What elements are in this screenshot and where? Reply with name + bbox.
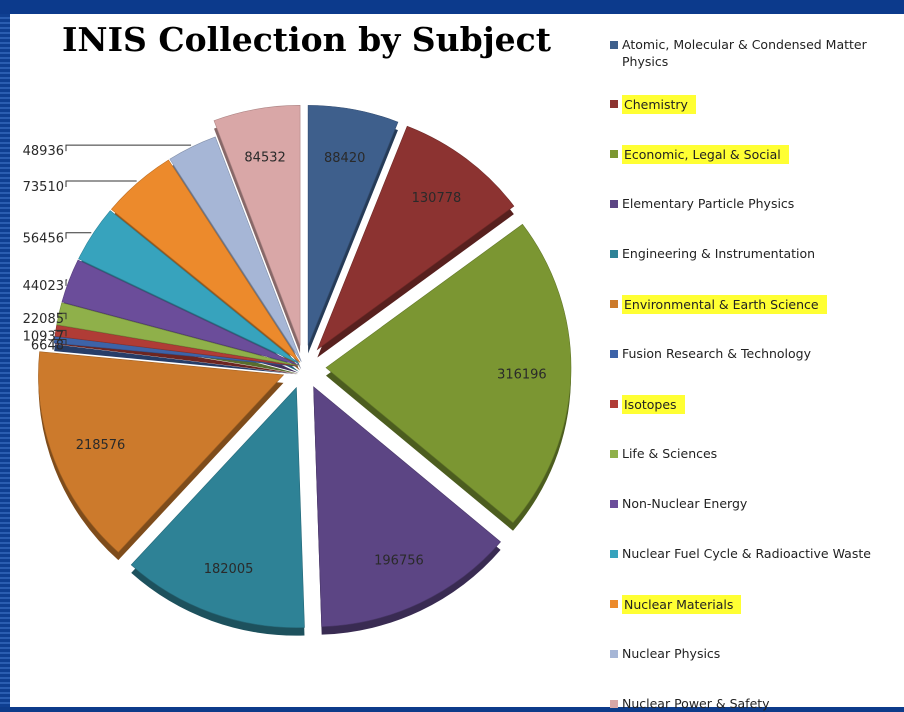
leader-line-life-sciences	[57, 312, 67, 320]
legend-label: Fusion Research & Technology	[622, 346, 812, 361]
chart-title: INIS Collection by Subject	[62, 20, 551, 59]
legend-swatch	[610, 700, 618, 708]
legend-item-environmental-earth-science: Environmental & Earth Science	[610, 295, 827, 314]
chart-panel: INIS Collection by Subject 88420 130778 31…	[10, 14, 904, 711]
leader-line-nuclear-materials	[65, 180, 137, 187]
legend-label: Nuclear Fuel Cycle & Radioactive Waste	[622, 546, 871, 561]
legend-swatch	[610, 100, 618, 108]
legend-item-isotopes: Isotopes	[610, 395, 685, 414]
legend-item-nuclear-fuel-cycle-radioactive-waste: Nuclear Fuel Cycle & Radioactive Waste	[610, 545, 887, 562]
data-label-isotopes: 10937	[23, 329, 64, 344]
data-label-non-nuclear-energy: 44023	[23, 279, 64, 294]
legend-label: Engineering & Instrumentation	[622, 246, 816, 261]
pie-slice-elementary-particle-physics	[313, 386, 502, 627]
data-label-life-sciences: 22085	[23, 312, 64, 327]
legend-swatch	[610, 600, 618, 608]
legend-item-nuclear-materials: Nuclear Materials	[610, 595, 742, 614]
pie-slice-atomic-molecular-condensed-matter-physics	[307, 105, 399, 346]
legend-item-non-nuclear-energy: Non-Nuclear Energy	[610, 495, 887, 512]
legend-label: Nuclear Physics	[622, 646, 721, 661]
legend-item-fusion-research-technology: Fusion Research & Technology	[610, 345, 887, 362]
leader-line-non-nuclear-energy	[65, 279, 68, 286]
data-label-engineering-instrumentation: 182005	[204, 562, 254, 577]
data-label-nuclear-materials: 73510	[23, 180, 64, 195]
data-label-nuclear-power-safety: 84532	[244, 150, 285, 165]
legend-swatch	[610, 300, 618, 308]
legend-item-economic-legal-social: Economic, Legal & Social	[610, 145, 789, 164]
top-banner	[0, 0, 904, 14]
pie-slice-environmental-earth-science	[38, 351, 285, 553]
data-label-fusion-research-technology: 6648	[31, 339, 64, 354]
data-label-economic-legal-social: 316196	[497, 368, 547, 383]
legend-item-elementary-particle-physics: Elementary Particle Physics	[610, 195, 887, 212]
pie-slice-engineering-instrumentation	[130, 386, 305, 628]
pie-slice-chemistry	[316, 125, 515, 351]
leader-line-nuclear-fuel-cycle-radioactive-waste	[65, 232, 92, 239]
legend-label: Elementary Particle Physics	[622, 196, 795, 211]
legend-label: Isotopes	[622, 395, 685, 414]
pie-slice-non-nuclear-energy	[61, 259, 299, 366]
data-label-chemistry: 130778	[412, 191, 462, 206]
legend-swatch	[610, 200, 618, 208]
legend-item-atomic-molecular-condensed-matter-physics: Atomic, Molecular & Condensed Matter Phy…	[610, 36, 887, 70]
legend-item-chemistry: Chemistry	[610, 95, 696, 114]
data-label-elementary-particle-physics: 196756	[374, 554, 424, 569]
pie-slice-side-fusion-research-technology	[54, 344, 299, 375]
pie-slice-nuclear-materials	[110, 159, 301, 363]
pie-slice-nuclear-power-safety	[213, 105, 301, 346]
legend-label: Economic, Legal & Social	[622, 145, 789, 164]
legend-swatch	[610, 450, 618, 458]
legend-item-life-sciences: Life & Sciences	[610, 445, 887, 462]
legend-swatch	[610, 650, 618, 658]
data-label-nuclear-physics: 48936	[23, 144, 64, 159]
pie-chart: 88420 130778 316196 196756 182005 218576 66481…	[23, 105, 572, 636]
leader-line-nuclear-physics	[65, 144, 192, 152]
legend-swatch	[610, 350, 618, 358]
legend-swatch	[610, 500, 618, 508]
legend-swatch	[610, 250, 618, 258]
legend-label: Environmental & Earth Science	[622, 295, 827, 314]
left-decorative-band	[0, 14, 10, 707]
legend-swatch	[610, 550, 618, 558]
leader-line-fusion-research-technology	[52, 339, 67, 346]
legend-label: Nuclear Power & Safety	[622, 696, 770, 711]
legend-label: Atomic, Molecular & Condensed Matter Phy…	[622, 37, 867, 69]
legend-swatch	[610, 41, 618, 49]
data-label-nuclear-fuel-cycle-radioactive-waste: 56456	[23, 232, 64, 247]
legend-item-engineering-instrumentation: Engineering & Instrumentation	[610, 245, 887, 262]
legend-swatch	[610, 150, 618, 158]
legend-swatch	[610, 400, 618, 408]
data-label-environmental-earth-science: 218576	[76, 438, 126, 453]
pie-slice-nuclear-fuel-cycle-radioactive-waste	[78, 210, 300, 365]
legend-label: Nuclear Materials	[622, 595, 742, 614]
legend-label: Non-Nuclear Energy	[622, 496, 748, 511]
legend-item-nuclear-physics: Nuclear Physics	[610, 645, 887, 662]
data-label-atomic-molecular-condensed-matter-physics: 88420	[324, 151, 365, 166]
legend-label: Life & Sciences	[622, 446, 718, 461]
pie-slice-economic-legal-social	[325, 223, 572, 524]
legend-label: Chemistry	[622, 95, 696, 114]
leader-line-isotopes	[53, 329, 67, 337]
pie-slice-nuclear-physics	[169, 136, 302, 362]
legend-item-nuclear-power-safety: Nuclear Power & Safety	[610, 695, 887, 712]
